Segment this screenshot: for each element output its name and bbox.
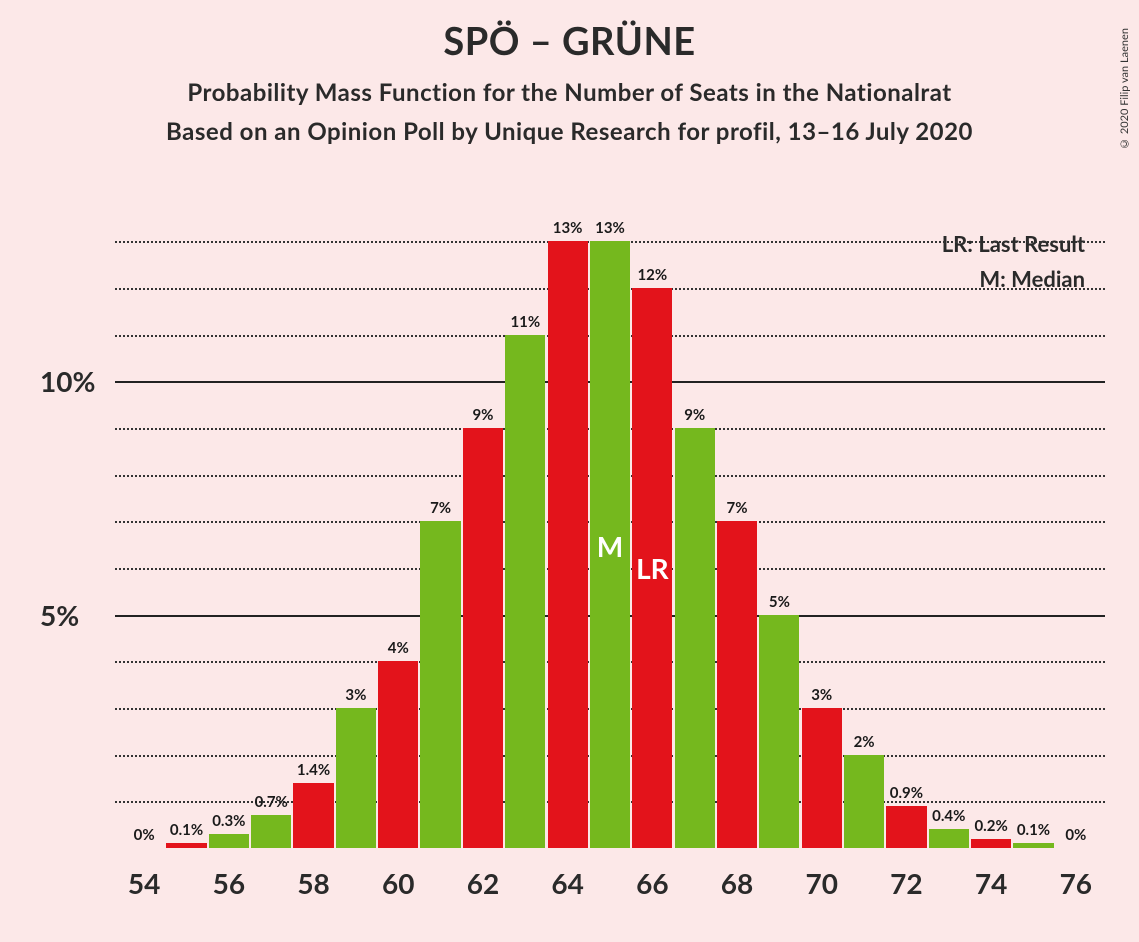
chart-title: SPÖ – GRÜNE — [0, 18, 1139, 64]
bar-value-label: 12% — [622, 266, 682, 284]
bar-value-label: 9% — [453, 406, 513, 424]
x-axis-label: 74 — [975, 866, 1007, 900]
y-axis-label: 5% — [40, 598, 79, 632]
bar — [209, 834, 249, 848]
bar-value-label: 0.9% — [876, 784, 936, 802]
bar-value-label: 3% — [326, 686, 386, 704]
bar-value-label: 0% — [1046, 826, 1106, 844]
bar-value-label: 3% — [792, 686, 852, 704]
x-axis-label: 64 — [551, 866, 583, 900]
bar — [505, 335, 545, 848]
x-axis-label: 58 — [297, 866, 329, 900]
x-axis-label: 56 — [213, 866, 245, 900]
bar — [717, 521, 757, 848]
bar — [463, 428, 503, 848]
x-axis-label: 60 — [382, 866, 414, 900]
bar-value-label: 7% — [411, 499, 471, 517]
x-axis-label: 72 — [890, 866, 922, 900]
chart-subtitle-1: Probability Mass Function for the Number… — [0, 78, 1139, 107]
bar-value-label: 4% — [368, 639, 428, 657]
bar — [802, 708, 842, 848]
x-axis-label: 76 — [1060, 866, 1092, 900]
last-result-marker: LR — [636, 551, 669, 585]
chart-subtitle-2: Based on an Opinion Poll by Unique Resea… — [0, 117, 1139, 146]
bar-value-label: 5% — [749, 593, 809, 611]
bar-value-label: 1.4% — [284, 761, 344, 779]
chart-plot-area: LR: Last Result M: Median 5%10% 0%0.1%0.… — [115, 218, 1105, 848]
y-axis-label: 10% — [40, 364, 95, 398]
x-axis-label: 54 — [128, 866, 160, 900]
bar-value-label: 0.3% — [199, 812, 259, 830]
x-axis-label: 62 — [467, 866, 499, 900]
bar-value-label: 2% — [834, 733, 894, 751]
x-axis-label: 70 — [805, 866, 837, 900]
bar-value-label: 0.7% — [241, 793, 301, 811]
x-axis-label: 68 — [721, 866, 753, 900]
median-marker: M — [597, 529, 623, 563]
bar — [166, 843, 206, 848]
bar — [1013, 843, 1053, 848]
copyright-text: © 2020 Filip van Laenen — [1118, 28, 1131, 150]
x-axis-label: 66 — [636, 866, 668, 900]
bars-container: 0%0.1%0.3%0.7%1.4%3%4%7%9%11%13%13%M12%L… — [115, 218, 1105, 848]
bar — [675, 428, 715, 848]
bar — [759, 615, 799, 848]
bar-value-label: 13% — [580, 219, 640, 237]
bar — [420, 521, 460, 848]
bar — [336, 708, 376, 848]
bar — [548, 241, 588, 848]
bar-value-label: 11% — [495, 313, 555, 331]
bar — [971, 839, 1011, 848]
bar — [293, 783, 333, 848]
bar-value-label: 9% — [665, 406, 725, 424]
bar — [251, 815, 291, 848]
bar — [378, 661, 418, 848]
bar-value-label: 7% — [707, 499, 767, 517]
